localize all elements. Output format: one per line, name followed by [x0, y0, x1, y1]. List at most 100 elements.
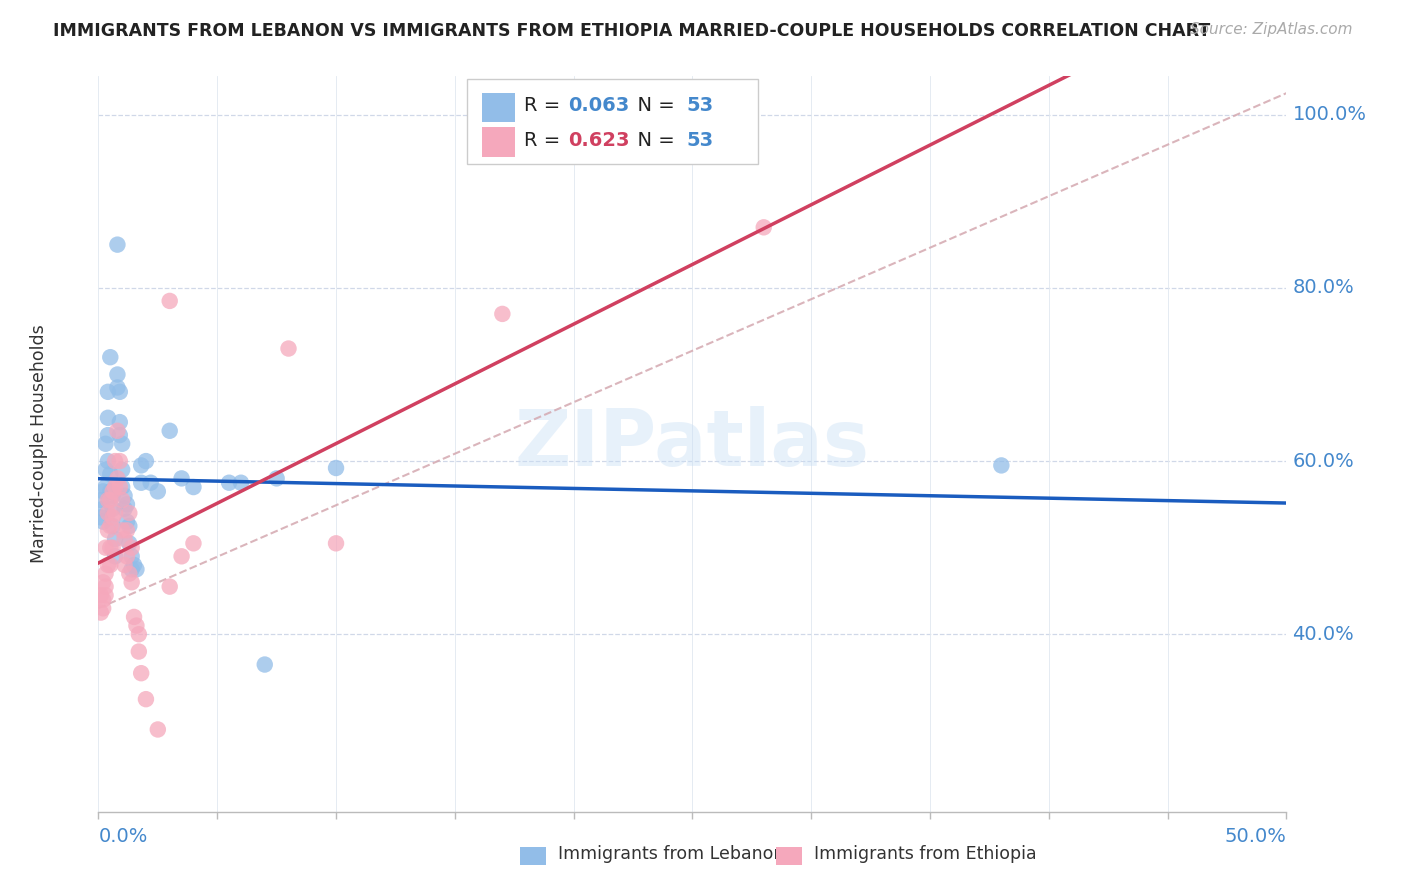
Point	[98, 558, 121, 572]
Point	[266, 471, 288, 485]
Point	[94, 480, 117, 494]
Text: R =: R =	[524, 96, 567, 115]
Point	[91, 575, 114, 590]
Text: N =: N =	[624, 131, 681, 150]
Text: R =: R =	[524, 131, 567, 150]
Text: 40.0%: 40.0%	[1292, 624, 1354, 644]
Text: N =: N =	[624, 96, 681, 115]
Point	[125, 618, 148, 632]
Point	[108, 454, 131, 468]
Point	[97, 410, 120, 425]
Point	[101, 519, 124, 533]
Point	[94, 588, 117, 602]
Point	[118, 506, 141, 520]
Point	[90, 606, 112, 620]
Point	[159, 293, 181, 308]
Point	[104, 532, 127, 546]
Text: 50.0%: 50.0%	[1225, 827, 1286, 847]
Point	[107, 368, 129, 382]
Text: Immigrants from Lebanon: Immigrants from Lebanon	[558, 846, 785, 863]
Point	[107, 424, 129, 438]
Point	[135, 692, 157, 706]
Point	[229, 475, 252, 490]
Text: IMMIGRANTS FROM LEBANON VS IMMIGRANTS FROM ETHIOPIA MARRIED-COUPLE HOUSEHOLDS CO: IMMIGRANTS FROM LEBANON VS IMMIGRANTS FR…	[53, 22, 1211, 40]
Point	[115, 497, 138, 511]
Text: Immigrants from Ethiopia: Immigrants from Ethiopia	[814, 846, 1036, 863]
Point	[101, 501, 124, 516]
FancyBboxPatch shape	[467, 79, 758, 164]
Point	[125, 562, 148, 576]
Point	[146, 723, 169, 737]
Point	[129, 475, 152, 490]
Point	[121, 575, 143, 590]
Point	[97, 493, 120, 508]
Point	[98, 519, 121, 533]
Point	[98, 484, 121, 499]
Point	[118, 566, 141, 581]
Point	[97, 428, 120, 442]
Point	[129, 458, 152, 473]
Point	[94, 541, 117, 555]
Text: Married-couple Households: Married-couple Households	[30, 325, 48, 563]
Point	[115, 549, 138, 564]
Point	[108, 384, 131, 399]
Point	[108, 415, 131, 429]
Point	[101, 541, 124, 555]
Point	[91, 501, 114, 516]
Point	[111, 436, 134, 450]
Point	[990, 458, 1012, 473]
Point	[107, 380, 129, 394]
Text: ZIPatlas: ZIPatlas	[515, 406, 870, 482]
Point	[107, 471, 129, 485]
Point	[91, 592, 114, 607]
Point	[97, 558, 120, 572]
Point	[111, 524, 134, 538]
Point	[752, 220, 775, 235]
Point	[94, 463, 117, 477]
Point	[325, 536, 347, 550]
Text: 53: 53	[686, 131, 714, 150]
Point	[111, 480, 134, 494]
Text: 0.0%: 0.0%	[98, 827, 148, 847]
Point	[104, 480, 127, 494]
Text: 53: 53	[686, 96, 714, 115]
Point	[97, 454, 120, 468]
Point	[104, 454, 127, 468]
Point	[111, 463, 134, 477]
Point	[129, 666, 152, 681]
Point	[325, 461, 347, 475]
Point	[98, 541, 121, 555]
Point	[114, 532, 136, 546]
Point	[108, 428, 131, 442]
Point	[122, 558, 145, 572]
Point	[98, 350, 121, 364]
Point	[104, 549, 127, 564]
Point	[159, 424, 181, 438]
Point	[97, 384, 120, 399]
Point	[159, 580, 181, 594]
Point	[108, 480, 131, 494]
Point	[114, 489, 136, 503]
Point	[118, 519, 141, 533]
Point	[121, 541, 143, 555]
Text: 80.0%: 80.0%	[1292, 278, 1354, 297]
Point	[183, 536, 205, 550]
Point	[107, 237, 129, 252]
Point	[121, 562, 143, 576]
Point	[183, 480, 205, 494]
Bar	[482, 128, 516, 157]
Point	[98, 467, 121, 481]
Bar	[520, 847, 547, 865]
Point	[114, 558, 136, 572]
Point	[128, 627, 150, 641]
Point	[128, 644, 150, 658]
Point	[104, 506, 127, 520]
Point	[101, 489, 124, 503]
Text: 100.0%: 100.0%	[1292, 105, 1367, 124]
Point	[101, 510, 124, 524]
Point	[170, 471, 193, 485]
Point	[94, 580, 117, 594]
Point	[139, 475, 162, 490]
Bar	[776, 847, 801, 865]
Point	[97, 524, 120, 538]
